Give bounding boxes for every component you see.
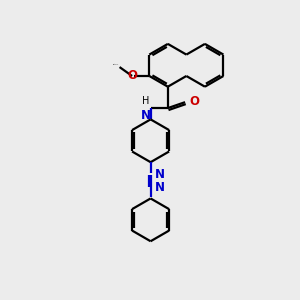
Text: O: O [127,70,137,83]
Text: N: N [155,181,165,194]
Text: N: N [155,168,165,181]
Text: H: H [142,96,150,106]
Text: O: O [189,95,199,108]
Text: N: N [141,109,151,122]
Text: methoxy: methoxy [113,63,119,65]
